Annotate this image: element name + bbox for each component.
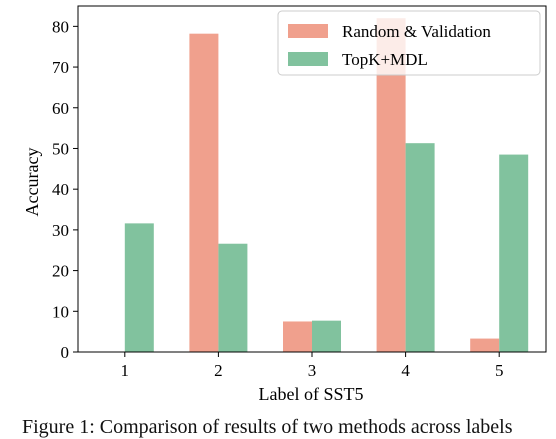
y-tick-label: 60 — [52, 99, 69, 118]
y-tick-label: 30 — [52, 221, 69, 240]
y-tick-label: 10 — [52, 302, 69, 321]
legend-label-topk-mdl: TopK+MDL — [342, 50, 428, 69]
x-axis-title: Label of SST5 — [259, 384, 364, 404]
legend: Random & Validation TopK+MDL — [277, 10, 541, 76]
legend-box — [277, 10, 541, 76]
y-tick-label: 80 — [52, 17, 69, 36]
bar-random-validation-label-5 — [470, 338, 500, 352]
bar-topk-mdl-label-2 — [218, 243, 248, 352]
bar-topk-mdl-label-3 — [312, 320, 341, 352]
x-tick-label: 3 — [308, 361, 317, 380]
x-tick-label: 4 — [401, 361, 410, 380]
bar-topk-mdl-label-4 — [405, 143, 435, 352]
bar-random-validation-label-2 — [189, 33, 219, 353]
x-tick-label: 5 — [495, 361, 504, 380]
bar-random-validation-label-3 — [283, 321, 312, 352]
bars-group — [124, 18, 529, 353]
y-tick-label: 70 — [52, 58, 69, 77]
y-tick-label: 20 — [52, 262, 69, 281]
legend-swatch-random-validation — [288, 24, 328, 38]
x-tick-label: 1 — [121, 361, 130, 380]
legend-label-random-validation: Random & Validation — [342, 22, 491, 41]
y-axis-title: Accuracy — [22, 148, 42, 217]
figure-caption: Figure 1: Comparison of results of two m… — [22, 416, 513, 438]
y-tick-label: 50 — [52, 139, 69, 158]
bar-topk-mdl-label-1 — [124, 223, 154, 352]
y-tick-label: 0 — [61, 343, 70, 362]
y-tick-label: 40 — [52, 180, 69, 199]
ticks-group: 0 10 20 30 40 50 60 70 80 1 2 3 4 5 — [52, 17, 503, 380]
legend-swatch-topk-mdl — [288, 52, 328, 66]
x-tick-label: 2 — [214, 361, 223, 380]
bar-topk-mdl-label-5 — [499, 154, 529, 352]
